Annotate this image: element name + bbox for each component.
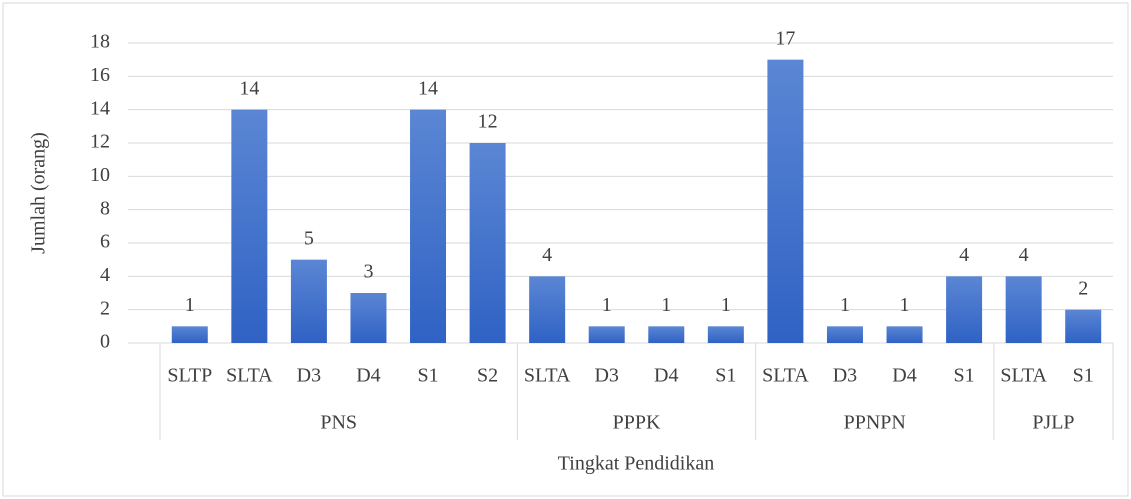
bar (767, 59, 804, 344)
bar (171, 326, 208, 343)
y-tick-label: 4 (100, 264, 110, 286)
bar (826, 326, 863, 343)
data-label: 3 (363, 261, 373, 283)
data-label: 1 (900, 294, 910, 316)
x-tick-label: D3 (594, 365, 618, 387)
data-label: 1 (602, 294, 612, 316)
group-label: PPNPN (844, 412, 906, 434)
y-tick-label: 16 (90, 64, 110, 86)
bar (588, 326, 625, 343)
data-label: 1 (661, 294, 671, 316)
y-axis-label: Jumlah (orang) (28, 132, 50, 254)
bar (350, 293, 387, 343)
x-tick-label: SLTA (762, 365, 809, 387)
y-tick-label: 12 (90, 131, 110, 153)
bar (707, 326, 744, 343)
x-tick-label: D3 (297, 365, 321, 387)
data-label: 4 (1019, 244, 1029, 266)
data-label: 12 (478, 111, 498, 133)
y-tick-label: 6 (100, 231, 110, 253)
bar (529, 276, 566, 343)
x-tick-label: SLTP (167, 365, 212, 387)
x-tick-label: D4 (356, 365, 380, 387)
x-tick-label: S1 (417, 365, 438, 387)
x-tick-label: SLTA (1000, 365, 1047, 387)
x-tick-label: S1 (1073, 365, 1094, 387)
x-tick-label: S2 (477, 365, 498, 387)
data-label: 17 (775, 27, 795, 49)
bar (290, 259, 327, 343)
x-tick-label: SLTA (226, 365, 273, 387)
bar (1065, 309, 1102, 343)
bar (1005, 276, 1042, 343)
x-tick-label: D4 (892, 365, 916, 387)
bar (648, 326, 685, 343)
bar (469, 143, 506, 343)
group-label: PNS (320, 412, 357, 434)
x-tick-label: D4 (654, 365, 678, 387)
data-label: 4 (542, 244, 552, 266)
x-tick-label: SLTA (524, 365, 571, 387)
group-label: PPPK (613, 412, 661, 434)
y-tick-label: 14 (90, 97, 110, 119)
data-label: 4 (959, 244, 969, 266)
data-label: 1 (840, 294, 850, 316)
y-tick-label: 8 (100, 197, 110, 219)
data-label: 14 (239, 77, 259, 99)
data-label: 14 (418, 77, 438, 99)
bar (886, 326, 923, 343)
data-label: 1 (721, 294, 731, 316)
data-label: 5 (304, 227, 314, 249)
data-label: 2 (1078, 277, 1088, 299)
y-tick-label: 2 (100, 297, 110, 319)
bar (231, 109, 268, 344)
x-axis-label: Tingkat Pendidikan (558, 453, 715, 475)
bar (946, 276, 983, 343)
data-label: 1 (185, 294, 195, 316)
x-tick-label: S1 (954, 365, 975, 387)
y-tick-label: 18 (90, 31, 110, 53)
x-tick-label: S1 (715, 365, 736, 387)
y-tick-label: 0 (100, 331, 110, 353)
y-tick-label: 10 (90, 164, 110, 186)
x-tick-label: D3 (833, 365, 857, 387)
group-label: PJLP (1032, 412, 1074, 434)
bar (410, 109, 447, 344)
